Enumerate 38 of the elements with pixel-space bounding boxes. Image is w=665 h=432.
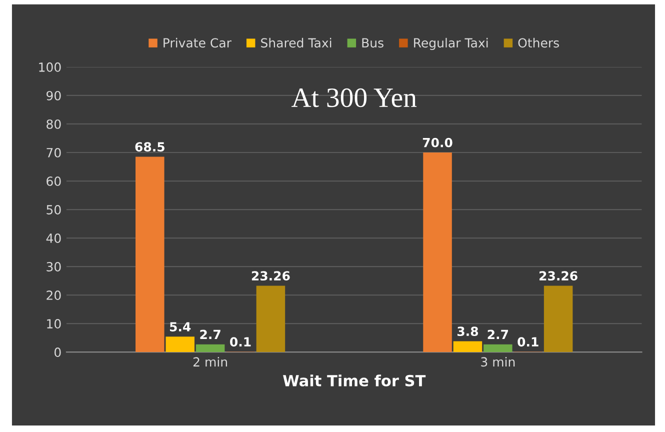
bar (196, 344, 225, 352)
x-tick-label: 2 min (193, 356, 227, 366)
data-label: 70.0 (422, 138, 452, 148)
y-tick-label: 30 (46, 262, 61, 272)
y-tick-label: 40 (46, 234, 61, 243)
data-label: 23.26 (540, 271, 578, 281)
y-tick-label: 20 (46, 290, 61, 300)
y-tick-label: 60 (46, 176, 61, 186)
data-label: 2.7 (488, 330, 508, 340)
y-tick-label: 50 (46, 204, 61, 214)
bar (136, 156, 164, 352)
legend-label: Others (518, 38, 559, 48)
bar (256, 286, 286, 352)
y-tick-label: 80 (46, 119, 61, 129)
bar (453, 341, 482, 352)
legend-label: Regular Taxi (414, 38, 488, 50)
data-label: 0.1 (230, 337, 251, 347)
x-axis-title: Wait Time for ST (282, 374, 426, 386)
bar (484, 344, 512, 352)
data-label: 23.26 (252, 271, 290, 281)
legend-label: Bus (362, 38, 384, 48)
y-tick-label: 0 (54, 348, 61, 358)
data-label: 2.7 (200, 330, 220, 340)
bar (423, 152, 452, 352)
bar (544, 286, 573, 352)
x-tick-label: 3 min (481, 356, 515, 367)
y-tick-label: 90 (46, 90, 61, 100)
data-label: 5.4 (170, 322, 191, 332)
data-label: 68.5 (135, 142, 164, 152)
legend-label: Shared Taxi (261, 38, 332, 48)
bar (166, 336, 194, 352)
y-tick-label: 10 (47, 319, 61, 328)
data-label: 0.1 (518, 337, 538, 347)
y-tick-label: 100 (39, 62, 61, 72)
data-label: 3.8 (457, 326, 478, 336)
text: At 300 Yen (291, 88, 417, 108)
y-tick-label: 70 (46, 148, 61, 158)
legend-label: Private Car (164, 38, 232, 48)
